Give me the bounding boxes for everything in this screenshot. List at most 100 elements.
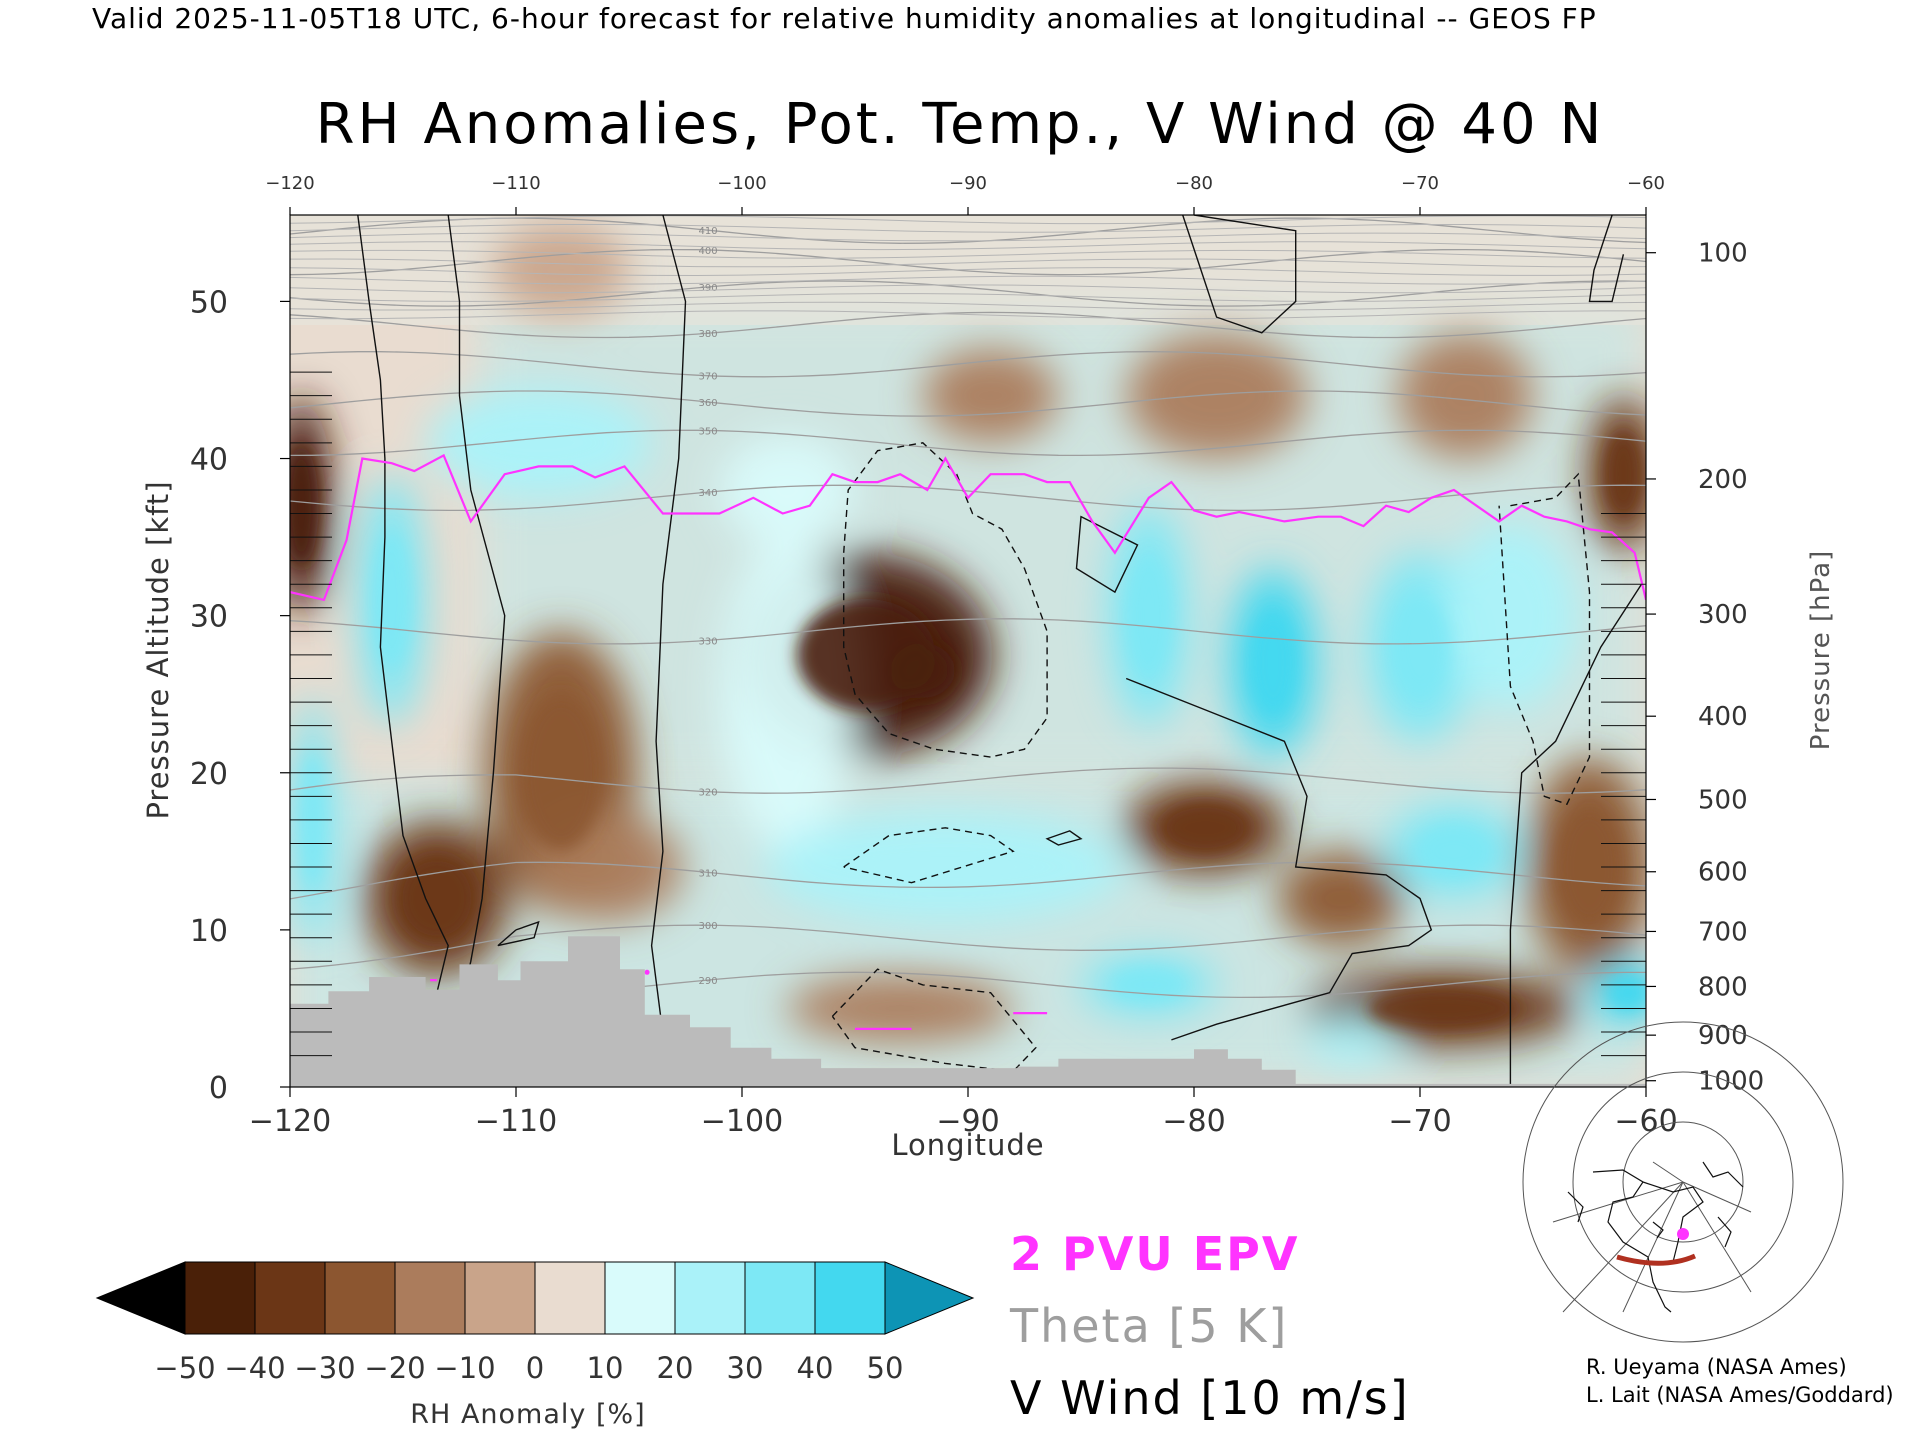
theta-contour-label: 410: [699, 226, 718, 237]
colorbar-tick-label: 50: [867, 1351, 904, 1385]
theta-contour-label: 310: [699, 868, 718, 879]
x-top-tick-label: −100: [717, 173, 766, 194]
y2-axis-label: Pressure [hPa]: [1806, 550, 1836, 751]
axes: −120 −120 −110 −110 −100 −100 −90 −90 −80 −80 −70 −…: [190, 173, 1764, 1139]
y-tick-label: 10: [190, 914, 228, 949]
v-wind-10-contour: [1045, 830, 1083, 846]
rh-anomaly-core: [1248, 610, 1298, 715]
rh-anomaly-core: [1416, 825, 1492, 878]
rh-anomaly-region: [425, 387, 652, 498]
x-top-tick-label: −90: [949, 173, 987, 194]
y2-tick-label: 300: [1698, 600, 1748, 630]
x-top-tick-label: −60: [1627, 173, 1665, 194]
rh-anomaly-region: [1277, 851, 1405, 946]
colorbar-segment: [394, 1261, 466, 1335]
rh-anomaly-core: [290, 445, 319, 567]
rh-anomaly-region: [1126, 332, 1307, 459]
theta-isentrope: [290, 924, 1646, 970]
x-axis-label: Longitude: [891, 1128, 1044, 1162]
x-tick-label: −80: [1162, 1104, 1225, 1139]
theta-isentrope-upper: [290, 301, 1646, 311]
rh-anomaly-region: [787, 973, 1014, 1044]
colorbar-tick-label: 20: [657, 1351, 694, 1385]
x-tick-label: −90: [936, 1104, 999, 1139]
colorbar-max-arrow: [884, 1261, 975, 1335]
map-latitude-circle: [1522, 1021, 1844, 1343]
y-tick-label: 40: [190, 443, 228, 478]
theta-isentrope: [290, 311, 1646, 339]
v-wind-contours: [357, 215, 1643, 1087]
rh-anomaly-core: [1368, 986, 1518, 1031]
y-axis-label: Pressure Altitude [kft]: [141, 480, 175, 819]
topography: [290, 936, 1646, 1087]
theta-contour-label: 340: [699, 488, 718, 499]
theta-contours: 290 300 310 320 330 340 350 360 370 380 390 400 410: [290, 215, 1646, 1008]
chart-title: RH Anomalies, Pot. Temp., V Wind @ 40 N: [315, 92, 1605, 157]
rh-anomaly-core: [1126, 555, 1172, 677]
v-wind-neg10-contour: [1498, 472, 1591, 806]
v-wind-zero-contour: [1182, 215, 1297, 334]
colorbar-tick-label: 10: [587, 1351, 624, 1385]
x-tick-label: −110: [475, 1104, 557, 1139]
map-meridian: [1562, 1181, 1684, 1313]
legend-vwind: V Wind [10 m/s]: [1010, 1371, 1410, 1425]
colorbar-label: RH Anomaly [%]: [410, 1399, 645, 1430]
colorbar-min-arrow: [95, 1261, 186, 1335]
rh-anomaly-core: [1160, 801, 1251, 854]
y-tick-label: 0: [209, 1071, 228, 1106]
y-tick-label: 30: [190, 600, 228, 635]
rh-anomaly-region: [1397, 332, 1533, 459]
inset-map: [1522, 1021, 1844, 1343]
x-top-tick-label: −110: [491, 173, 540, 194]
colorbar-tick-label: −10: [434, 1351, 495, 1385]
colorbar-segment: [744, 1261, 816, 1335]
v-wind-zero-contour: [447, 215, 506, 1009]
v-wind-zero-contour: [650, 215, 687, 1087]
theta-isentrope: [290, 390, 1646, 417]
theta-isentrope-upper: [290, 310, 1646, 320]
colorbar-segment: [674, 1261, 746, 1335]
theta-isentrope-upper: [290, 267, 1646, 277]
theta-isentrope: [290, 618, 1646, 645]
x-tick-label: −120: [249, 1104, 331, 1139]
y2-tick-label: 800: [1698, 972, 1748, 1002]
colorbar-tick-label: −50: [154, 1351, 215, 1385]
colorbar-segment: [814, 1261, 886, 1335]
theta-isentrope: [290, 429, 1646, 457]
v-wind-zero-contour: [1509, 583, 1643, 1087]
rh-anomaly-region: [922, 348, 1059, 443]
v-wind-10-contour: [1075, 515, 1139, 594]
rh-anomaly-region: [493, 222, 629, 318]
v-wind-zero-contour: [1125, 677, 1433, 1041]
rh-anomaly-region: [719, 434, 855, 545]
rh-anomaly-region: [764, 812, 1127, 923]
rh-anomaly-core: [518, 694, 604, 851]
theta-isentrope-upper: [290, 249, 1646, 259]
x-top-tick-label: −120: [265, 173, 314, 194]
x-tick-label: −100: [701, 1104, 783, 1139]
map-meridian: [1682, 1181, 1752, 1213]
theta-isentrope-upper: [290, 284, 1646, 294]
theta-contour-label: 360: [699, 398, 718, 409]
epv-2pvu-line: [290, 453, 1646, 1030]
y2-tick-label: 400: [1698, 702, 1748, 732]
colorbar: −50 −40 −30 −20 −10 0 10 20 30 40 50: [95, 1261, 975, 1385]
map-latitude-circle: [1572, 1071, 1794, 1293]
y2-tick-label: 600: [1698, 858, 1748, 888]
theta-contour-label: 400: [699, 246, 718, 257]
theta-contour-label: 320: [699, 788, 718, 799]
map-coastline: [1567, 1161, 1744, 1313]
theta-isentrope-upper: [290, 258, 1646, 268]
theta-contour-label: 370: [699, 372, 718, 383]
colorbar-segment: [324, 1261, 396, 1335]
credit-line-2: L. Lait (NASA Ames/Goddard): [1586, 1383, 1894, 1407]
theta-contour-label: 330: [699, 636, 718, 647]
theta-isentrope: [290, 248, 1646, 276]
rh-anomaly-region: [1442, 521, 1579, 710]
theta-contour-label: 390: [699, 283, 718, 294]
y2-tick-label: 100: [1698, 239, 1748, 269]
epv-2pvu-contour: [290, 453, 1646, 602]
rh-anomaly-core: [1554, 806, 1625, 928]
colorbar-tick-label: −20: [364, 1351, 425, 1385]
